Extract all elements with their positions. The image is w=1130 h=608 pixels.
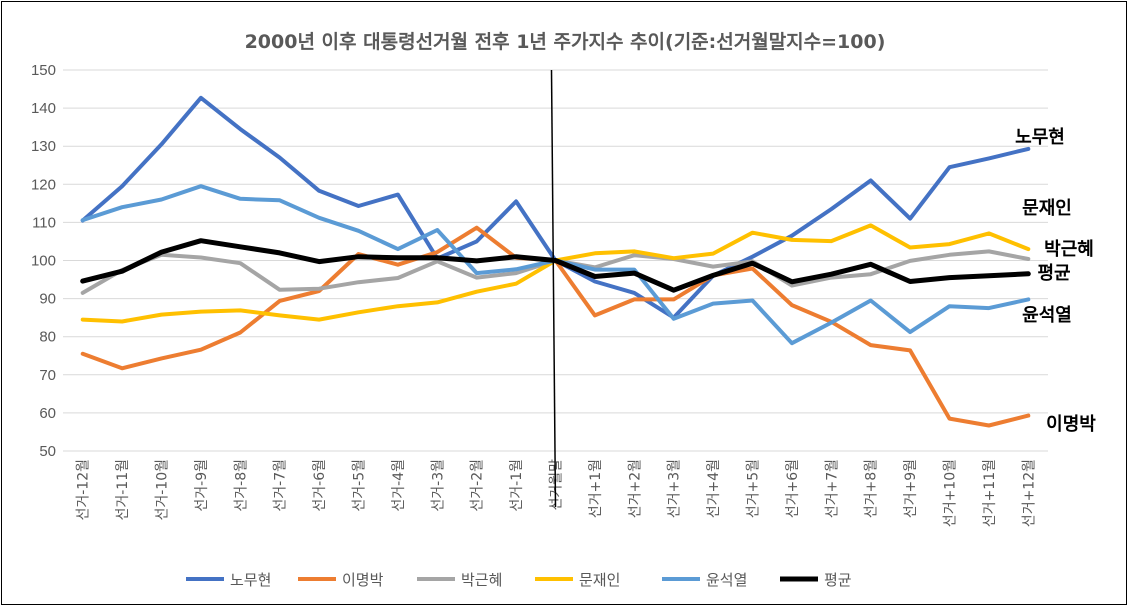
y-tick-label: 90 bbox=[39, 291, 56, 308]
series-line-0 bbox=[80, 95, 1031, 320]
y-axis: 50 60 70 80 90 100 110 120 130 140 150 bbox=[31, 62, 56, 460]
x-tick-label: 선거-2월 bbox=[470, 459, 486, 512]
x-tick-label: 선거+5월 bbox=[746, 459, 762, 518]
legend-label: 노무현 bbox=[230, 571, 271, 589]
election-marker bbox=[550, 69, 557, 508]
x-tick-label: 선거월말 bbox=[549, 459, 565, 511]
legend-label: 문재인 bbox=[579, 571, 620, 589]
y-tick-label: 130 bbox=[31, 138, 56, 155]
legend-label: 박근혜 bbox=[461, 571, 502, 589]
y-tick-label: 110 bbox=[32, 214, 56, 231]
x-tick-label: 선거+2월 bbox=[627, 459, 643, 518]
x-tick-label: 선거+10월 bbox=[943, 459, 959, 527]
series-line-4 bbox=[80, 184, 1031, 346]
end-label: 이명박 bbox=[1046, 414, 1096, 435]
y-tick-label: 140 bbox=[31, 100, 56, 117]
x-tick-label: 선거+4월 bbox=[706, 459, 722, 518]
x-axis: 선거-12월 선거-11월 선거-10월 선거-9월 선거-8월 선거-7월 선거-6월 선거… bbox=[76, 459, 1038, 527]
x-tick-label: 선거+9월 bbox=[903, 459, 919, 518]
x-tick-label: 선거-12월 bbox=[76, 459, 92, 521]
x-tick-label: 선거-5월 bbox=[352, 459, 368, 512]
end-label: 노무현 bbox=[1015, 127, 1065, 148]
x-tick-label: 선거-9월 bbox=[194, 459, 210, 512]
y-tick-label: 80 bbox=[39, 329, 56, 346]
x-tick-label: 선거+7월 bbox=[824, 459, 840, 518]
x-tick-label: 선거+12월 bbox=[1021, 459, 1037, 527]
y-tick-label: 60 bbox=[39, 405, 56, 422]
y-tick-label: 70 bbox=[39, 367, 56, 384]
end-label: 문재인 bbox=[1022, 198, 1072, 219]
x-tick-label: 선거+8월 bbox=[864, 459, 880, 518]
x-tick-label: 선거-1월 bbox=[509, 459, 525, 512]
legend-label: 이명박 bbox=[342, 571, 384, 589]
x-tick-label: 선거-10월 bbox=[155, 459, 171, 521]
x-tick-label: 선거-4월 bbox=[391, 459, 407, 512]
x-tick-label: 선거-6월 bbox=[312, 459, 328, 512]
legend-label: 윤석열 bbox=[706, 571, 747, 589]
legend-label: 평균 bbox=[824, 571, 852, 589]
y-tick-label: 120 bbox=[31, 176, 56, 193]
x-tick-label: 선거+3월 bbox=[667, 459, 683, 518]
election-month-line bbox=[550, 69, 557, 508]
x-tick-label: 선거+1월 bbox=[588, 459, 604, 518]
y-tick-label: 50 bbox=[39, 443, 56, 460]
chart-title: 2000년 이후 대통령선거월 전후 1년 주가지수 추이(기준:선거월말지수=… bbox=[245, 31, 886, 53]
x-tick-label: 선거-11월 bbox=[115, 459, 131, 521]
y-tick-label: 150 bbox=[31, 62, 56, 79]
series-lines bbox=[80, 95, 1031, 428]
x-tick-label: 선거-7월 bbox=[273, 459, 289, 512]
x-tick-label: 선거+11월 bbox=[982, 459, 998, 527]
gridlines bbox=[63, 69, 1048, 452]
x-tick-label: 선거-8월 bbox=[233, 459, 249, 512]
x-tick-label: 선거+6월 bbox=[785, 459, 801, 518]
end-label: 윤석열 bbox=[1022, 305, 1072, 326]
legend: 노무현 이명박 박근혜 문재인 윤석열 평균 bbox=[186, 571, 852, 589]
end-label: 박근혜 bbox=[1044, 239, 1094, 260]
x-tick-label: 선거-3월 bbox=[430, 459, 446, 512]
y-tick-label: 100 bbox=[31, 253, 56, 270]
end-label: 평균 bbox=[1037, 263, 1070, 284]
series-line-5 bbox=[80, 238, 1031, 293]
